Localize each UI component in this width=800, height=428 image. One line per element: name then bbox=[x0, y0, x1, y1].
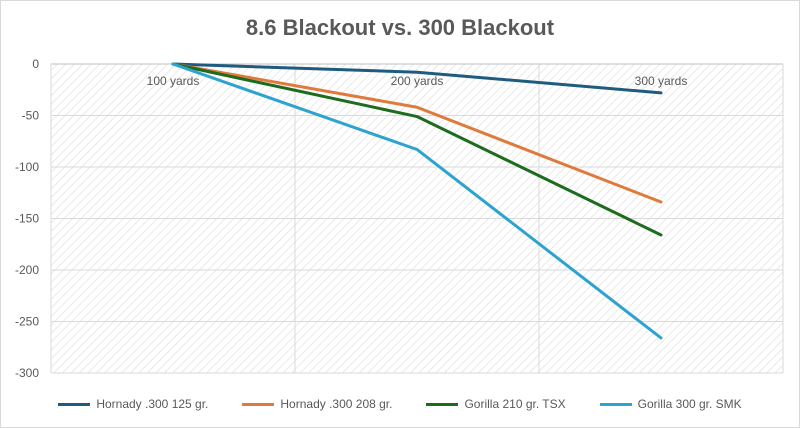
legend-label: Hornady .300 208 gr. bbox=[280, 397, 393, 411]
legend-label: Hornady .300 125 gr. bbox=[96, 397, 209, 411]
legend: Hornady .300 125 gr. Hornady .300 208 gr.… bbox=[1, 397, 799, 411]
y-tick-label: -100 bbox=[15, 160, 39, 174]
legend-swatch bbox=[58, 402, 91, 406]
series-lines bbox=[171, 62, 663, 340]
series-line-4 bbox=[171, 62, 663, 340]
legend-swatch bbox=[599, 402, 632, 406]
y-axis-tick-labels: 0 -50 -100 -150 -200 -250 -300 bbox=[15, 57, 39, 380]
vertical-gridlines bbox=[50, 64, 784, 373]
y-tick-label: -150 bbox=[15, 212, 39, 226]
x-axis-tick-labels: 100 yards 200 yards 300 yards bbox=[147, 74, 688, 88]
chart-title: 8.6 Blackout vs. 300 Blackout bbox=[245, 15, 555, 40]
legend-item: Hornady .300 208 gr. bbox=[242, 397, 392, 411]
legend-swatch bbox=[426, 402, 459, 406]
y-tick-label: 0 bbox=[32, 57, 39, 71]
legend-item: Gorilla 210 gr. TSX bbox=[426, 397, 566, 411]
y-tick-label: -50 bbox=[22, 109, 40, 123]
x-tick-label: 100 yards bbox=[147, 74, 200, 88]
y-tick-label: -300 bbox=[15, 366, 39, 380]
legend-swatch bbox=[242, 402, 275, 406]
x-tick-label: 300 yards bbox=[635, 74, 688, 88]
y-tick-label: -250 bbox=[15, 315, 39, 329]
legend-item: Gorilla 300 gr. SMK bbox=[599, 397, 742, 411]
series-line-2 bbox=[171, 62, 663, 204]
series-line-1 bbox=[171, 62, 663, 95]
series-line-3 bbox=[171, 62, 663, 237]
y-tick-label: -200 bbox=[15, 263, 39, 277]
legend-label: Gorilla 300 gr. SMK bbox=[637, 397, 742, 411]
legend-item: Hornady .300 125 gr. bbox=[58, 397, 208, 411]
legend-label: Gorilla 210 gr. TSX bbox=[464, 397, 566, 411]
x-tick-label: 200 yards bbox=[391, 74, 444, 88]
